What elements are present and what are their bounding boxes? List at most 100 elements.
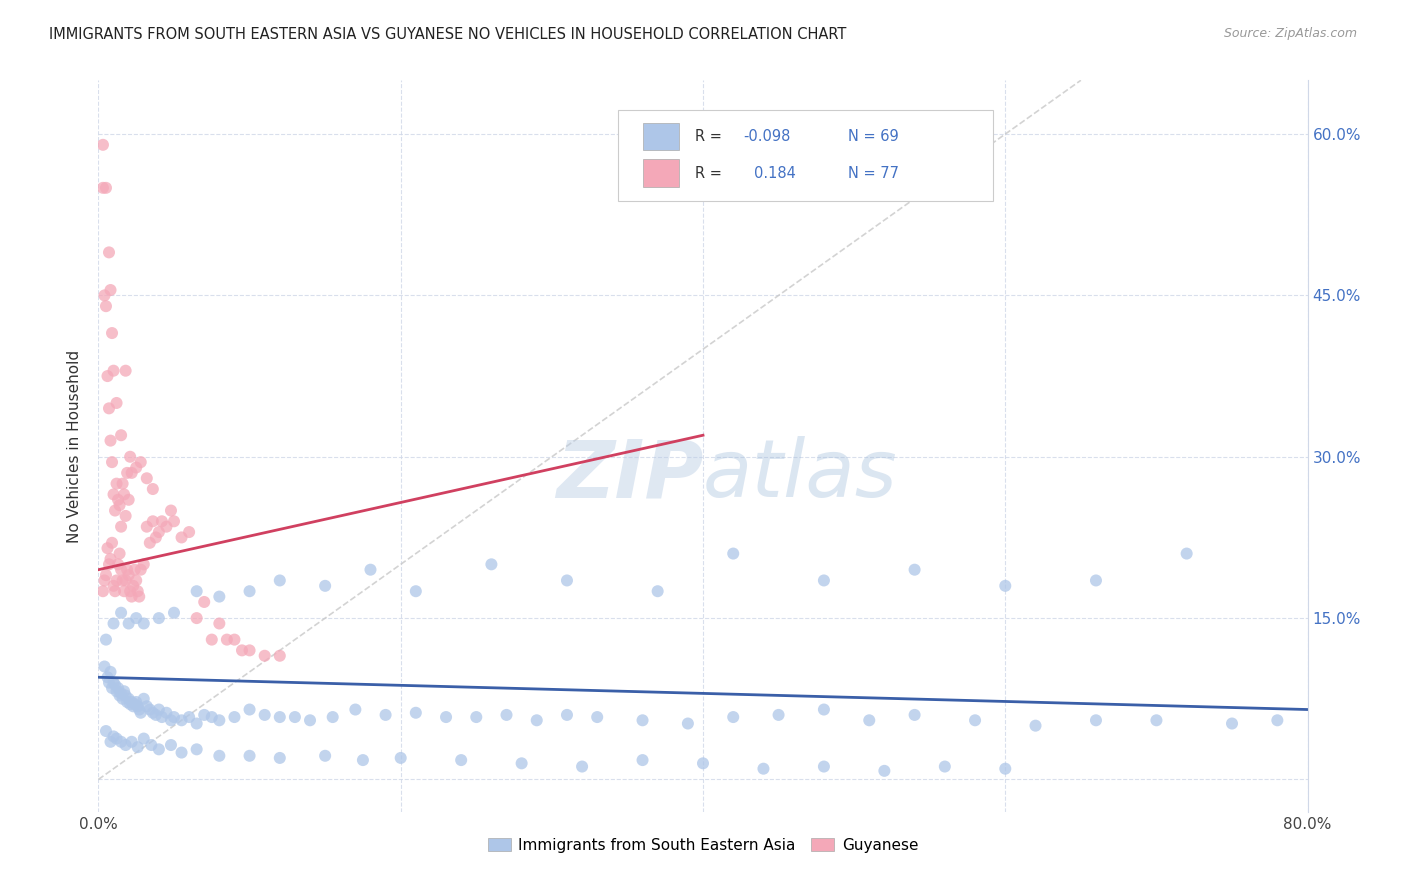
Point [495, 707, 517, 722]
Point [127, 584, 149, 599]
Point [269, 648, 291, 663]
Point [481, 558, 503, 572]
Point [142, 514, 165, 528]
Point [631, 714, 654, 728]
Point [93, 659, 115, 673]
Point [103, 579, 125, 593]
Point [96, 541, 118, 556]
Point [98, 558, 121, 572]
Point [1085, 714, 1108, 728]
FancyBboxPatch shape [619, 110, 993, 201]
Point [125, 695, 148, 709]
Point [118, 492, 141, 507]
Point [586, 710, 609, 724]
Point [934, 759, 956, 773]
Point [148, 611, 170, 625]
Text: 0.184: 0.184 [754, 166, 796, 181]
Point [160, 738, 183, 752]
Point [114, 508, 136, 523]
Point [100, 283, 122, 297]
Point [94, 724, 117, 739]
Point [141, 738, 163, 752]
Point [813, 702, 835, 716]
Point [125, 611, 148, 625]
Point [124, 697, 146, 711]
Point [723, 710, 745, 724]
Point [121, 735, 143, 749]
Text: atlas: atlas [703, 436, 898, 515]
Point [112, 487, 135, 501]
Point [224, 710, 246, 724]
Point [125, 574, 148, 588]
Point [405, 706, 427, 720]
Point [120, 450, 142, 464]
Point [135, 699, 157, 714]
Point [873, 764, 896, 778]
Point [105, 396, 128, 410]
Point [239, 584, 262, 599]
Point [526, 714, 548, 728]
FancyBboxPatch shape [643, 160, 679, 187]
Point [118, 568, 141, 582]
Point [692, 756, 714, 771]
Point [91, 584, 114, 599]
Point [110, 428, 132, 442]
Point [314, 579, 336, 593]
Point [904, 563, 927, 577]
FancyBboxPatch shape [643, 123, 679, 151]
Point [994, 762, 1017, 776]
Point [269, 751, 291, 765]
Point [129, 563, 152, 577]
Point [105, 476, 128, 491]
Point [135, 519, 157, 533]
Point [127, 740, 149, 755]
Point [813, 574, 835, 588]
Point [208, 590, 231, 604]
Point [100, 434, 122, 448]
Point [170, 746, 193, 760]
Point [344, 702, 367, 716]
Point [160, 503, 183, 517]
Point [91, 181, 114, 195]
Point [904, 707, 927, 722]
Point [1085, 574, 1108, 588]
Point [186, 716, 208, 731]
Point [148, 524, 170, 539]
Point [450, 753, 472, 767]
Point [104, 678, 127, 692]
Point [101, 455, 124, 469]
Point [389, 751, 412, 765]
Point [1220, 716, 1243, 731]
Point [208, 748, 231, 763]
Point [239, 643, 262, 657]
Point [100, 552, 122, 566]
Point [110, 735, 132, 749]
Point [201, 632, 224, 647]
Point [193, 707, 215, 722]
Point [253, 648, 276, 663]
Point [555, 707, 578, 722]
Point [965, 714, 987, 728]
Point [127, 699, 149, 714]
Point [96, 670, 118, 684]
Y-axis label: No Vehicles in Household: No Vehicles in Household [67, 350, 83, 542]
Point [360, 563, 382, 577]
Point [118, 691, 141, 706]
Point [128, 702, 150, 716]
Point [107, 681, 129, 695]
Point [121, 466, 143, 480]
Point [186, 742, 208, 756]
Point [160, 714, 183, 728]
Point [129, 455, 152, 469]
Point [145, 530, 167, 544]
Point [571, 759, 593, 773]
Point [405, 584, 427, 599]
Point [129, 706, 152, 720]
Point [110, 519, 132, 533]
Point [98, 675, 121, 690]
Point [107, 558, 129, 572]
Point [208, 714, 231, 728]
Point [101, 326, 124, 340]
Point [96, 369, 118, 384]
Point [224, 632, 246, 647]
